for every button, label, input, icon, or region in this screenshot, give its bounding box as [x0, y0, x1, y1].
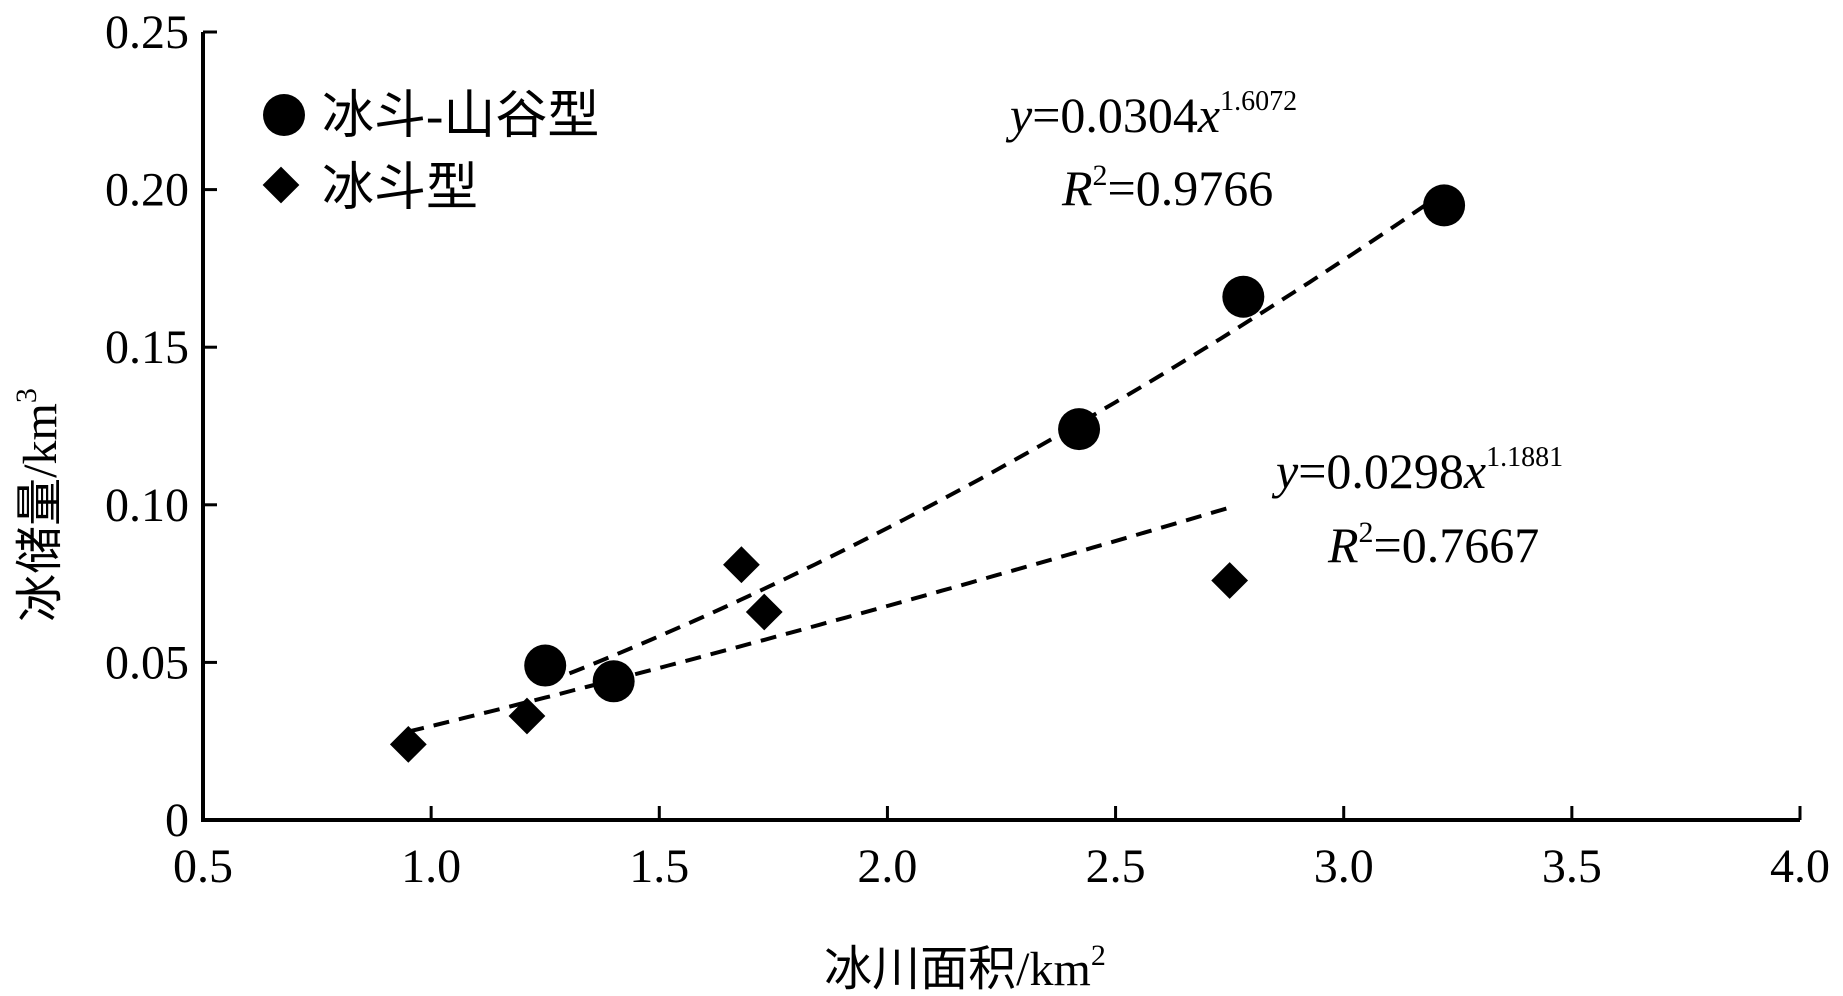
point-cirque — [1211, 562, 1249, 599]
x-tick-label: 1.0 — [401, 840, 461, 893]
y-tick-label: 0.20 — [105, 164, 189, 217]
point-cirque — [389, 725, 427, 763]
point-cirque-valley — [592, 660, 635, 703]
y-axis-title: 冰储量/km3 — [10, 388, 67, 622]
equation-2-formula: y=0.0298x1.1881 — [1271, 442, 1563, 499]
x-tick-label: 1.5 — [629, 840, 689, 893]
x-tick-label: 3.0 — [1314, 840, 1374, 893]
x-tick-label: 2.0 — [857, 840, 917, 893]
legend: 冰斗-山谷型 冰斗型 — [262, 88, 599, 217]
x-axis-title: 冰川面积/km2 — [824, 939, 1106, 996]
equation-cirque: y=0.0298x1.1881 R2=0.7667 — [1271, 442, 1563, 573]
y-tick-label: 0 — [165, 794, 189, 847]
point-cirque — [745, 593, 783, 631]
y-tick-label: 0.15 — [105, 321, 189, 374]
y-tick-label: 0.10 — [105, 479, 189, 532]
axes: 0.5 1.0 1.5 2.0 2.5 3.0 3.5 4.0 0 0.05 0.10 0.15 0.2… — [105, 6, 1830, 893]
trend-line-cirque-valley — [544, 190, 1446, 685]
legend-label-cirque-valley: 冰斗-山谷型 — [322, 88, 599, 145]
equation-cirque-valley: y=0.0304x1.6072 R2=0.9766 — [1005, 86, 1297, 216]
equation-2-r2: R2=0.7667 — [1327, 516, 1539, 573]
y-tick-label: 0.05 — [105, 636, 189, 689]
point-cirque — [508, 697, 546, 735]
legend-marker-diamond — [262, 166, 300, 204]
point-cirque — [723, 546, 760, 584]
x-tick-label: 2.5 — [1086, 840, 1146, 893]
equation-1-r2: R2=0.9766 — [1061, 159, 1273, 216]
point-cirque-valley — [1423, 184, 1466, 227]
legend-label-cirque: 冰斗型 — [322, 160, 478, 217]
x-tick-label: 4.0 — [1770, 840, 1830, 893]
data-points — [389, 184, 1466, 763]
trend-lines — [407, 190, 1446, 734]
point-cirque-valley — [1058, 408, 1101, 451]
point-cirque-valley — [1222, 275, 1265, 318]
y-tick-label: 0.25 — [105, 6, 189, 59]
point-cirque-valley — [524, 644, 567, 687]
equation-1-formula: y=0.0304x1.6072 — [1005, 86, 1297, 143]
trend-line-cirque — [407, 505, 1231, 734]
x-tick-label: 0.5 — [173, 840, 233, 893]
legend-marker-circle — [263, 94, 305, 136]
x-tick-label: 3.5 — [1542, 840, 1602, 893]
